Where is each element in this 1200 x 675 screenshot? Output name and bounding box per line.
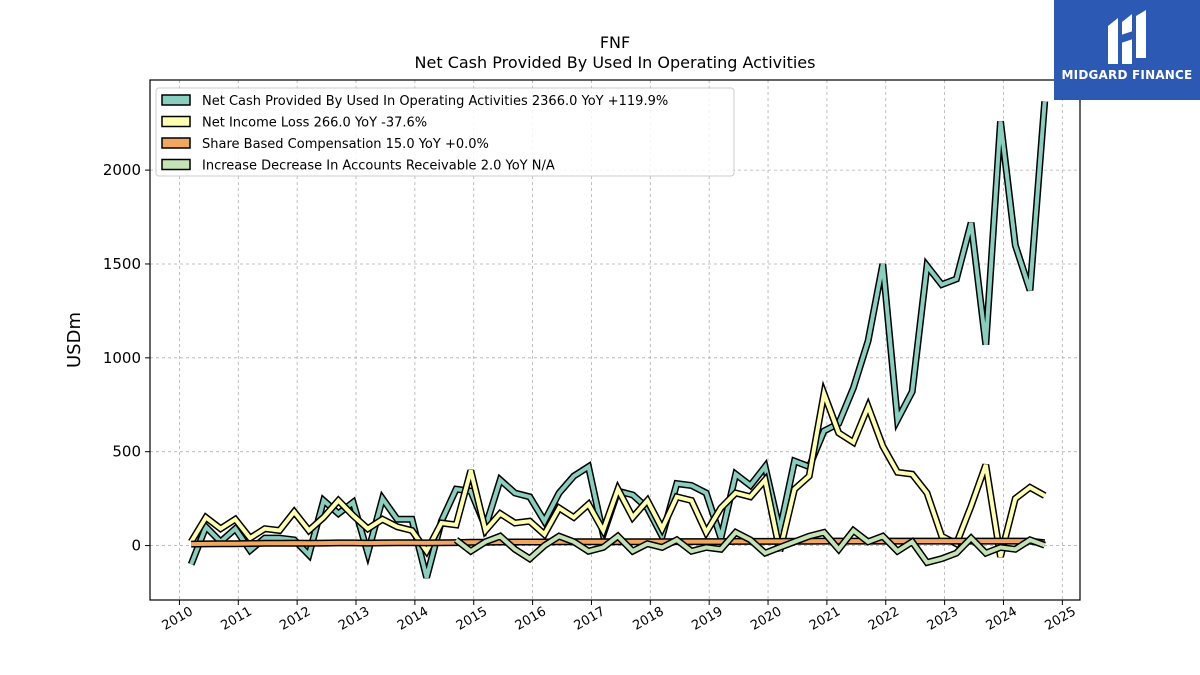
x-tick-label: 2022 [866,604,902,634]
x-tick-label: 2019 [689,604,725,634]
y-axis: 0 500 1000 1500 2000 [103,161,150,555]
series-line [189,385,1046,558]
series-2 [191,537,1046,548]
x-tick-label: 2010 [160,604,196,634]
x-tick-label: 2020 [748,604,784,634]
x-tick-label: 2021 [807,604,843,634]
legend-swatch [161,137,191,149]
legend: Net Cash Provided By Used In Operating A… [155,87,735,177]
series-line [191,539,1045,547]
y-tick-label: 0 [131,537,141,555]
legend-swatch [161,158,191,171]
x-tick-label: 2014 [395,604,431,634]
series-lines [187,101,1049,579]
legend-entry: Net Income Loss 266.0 YoY -37.6% [202,116,427,131]
series-line [454,527,1046,565]
y-tick-label: 1000 [103,349,141,367]
x-tick-label: 2024 [984,604,1020,634]
brand-logo: MIDGARD FINANCE [1054,0,1200,100]
y-tick-label: 1500 [103,255,141,273]
series-1 [188,380,1047,558]
x-tick-label: 2012 [277,604,313,634]
legend-swatch [161,115,191,128]
legend-entry: Net Cash Provided By Used In Operating A… [202,94,668,109]
x-tick-label: 2023 [925,604,961,634]
x-tick-label: 2011 [218,604,254,634]
brand-name: MIDGARD FINANCE [1061,68,1193,82]
brand-mark-icon [1108,10,1146,64]
x-tick-label: 2016 [513,604,549,634]
x-tick-label: 2015 [454,604,490,634]
plot-frame [149,79,1081,601]
series-3 [453,525,1046,567]
x-tick-label: 2013 [336,604,372,634]
x-axis: 2010 2011 2012 2013 2014 2015 2016 2017 2018 2019… [160,600,1079,634]
legend-swatch [161,94,191,106]
legend-entry: Increase Decrease In Accounts Receivable… [202,159,555,174]
x-tick-label: 2017 [572,604,608,634]
x-tick-label: 2025 [1043,604,1079,634]
legend-box [155,87,735,177]
y-tick-label: 500 [112,443,141,461]
chart-title: FNF [600,33,630,52]
chart-subtitle: Net Cash Provided By Used In Operating A… [415,53,816,72]
y-axis-label: USDm [64,312,85,368]
x-tick-label: 2018 [630,604,666,634]
legend-entry: Share Based Compensation 15.0 YoY +0.0% [202,137,489,152]
y-tick-label: 2000 [103,161,141,179]
